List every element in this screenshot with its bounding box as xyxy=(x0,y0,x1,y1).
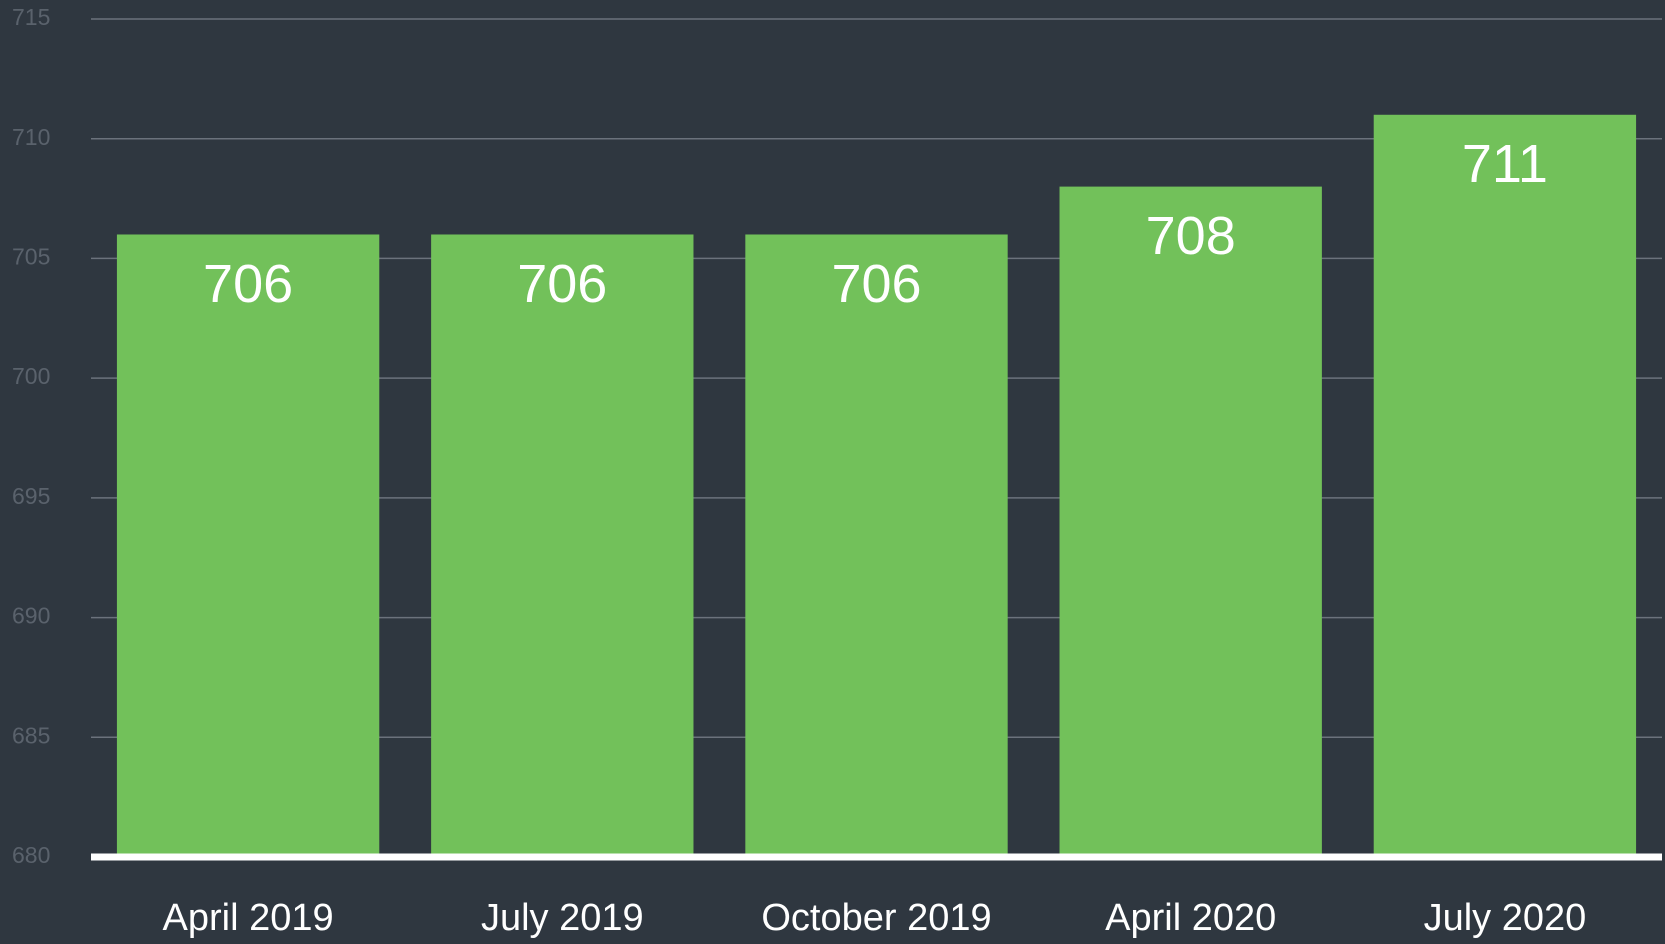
bar xyxy=(431,234,694,857)
value-label: 711 xyxy=(1462,134,1548,194)
y-tick-label: 680 xyxy=(12,842,50,868)
bar xyxy=(745,234,1008,857)
value-label: 708 xyxy=(1146,206,1236,266)
y-tick-label: 705 xyxy=(12,244,50,270)
y-tick-label: 700 xyxy=(12,363,50,389)
bar xyxy=(1373,114,1637,858)
x-tick-label: April 2019 xyxy=(163,897,334,939)
x-tick-label: July 2020 xyxy=(1424,897,1587,939)
bar xyxy=(116,234,380,857)
x-tick-label: April 2020 xyxy=(1105,897,1276,939)
y-tick-label: 695 xyxy=(12,483,50,509)
value-label: 706 xyxy=(203,254,293,314)
y-tick-label: 715 xyxy=(12,4,50,30)
value-label: 706 xyxy=(831,254,921,314)
y-tick-label: 710 xyxy=(12,124,50,150)
x-tick-label: October 2019 xyxy=(761,897,991,939)
y-tick-label: 690 xyxy=(12,603,50,629)
y-tick-label: 685 xyxy=(12,722,50,748)
x-tick-label: July 2019 xyxy=(481,897,644,939)
value-label: 706 xyxy=(517,254,607,314)
bar xyxy=(1059,186,1322,858)
